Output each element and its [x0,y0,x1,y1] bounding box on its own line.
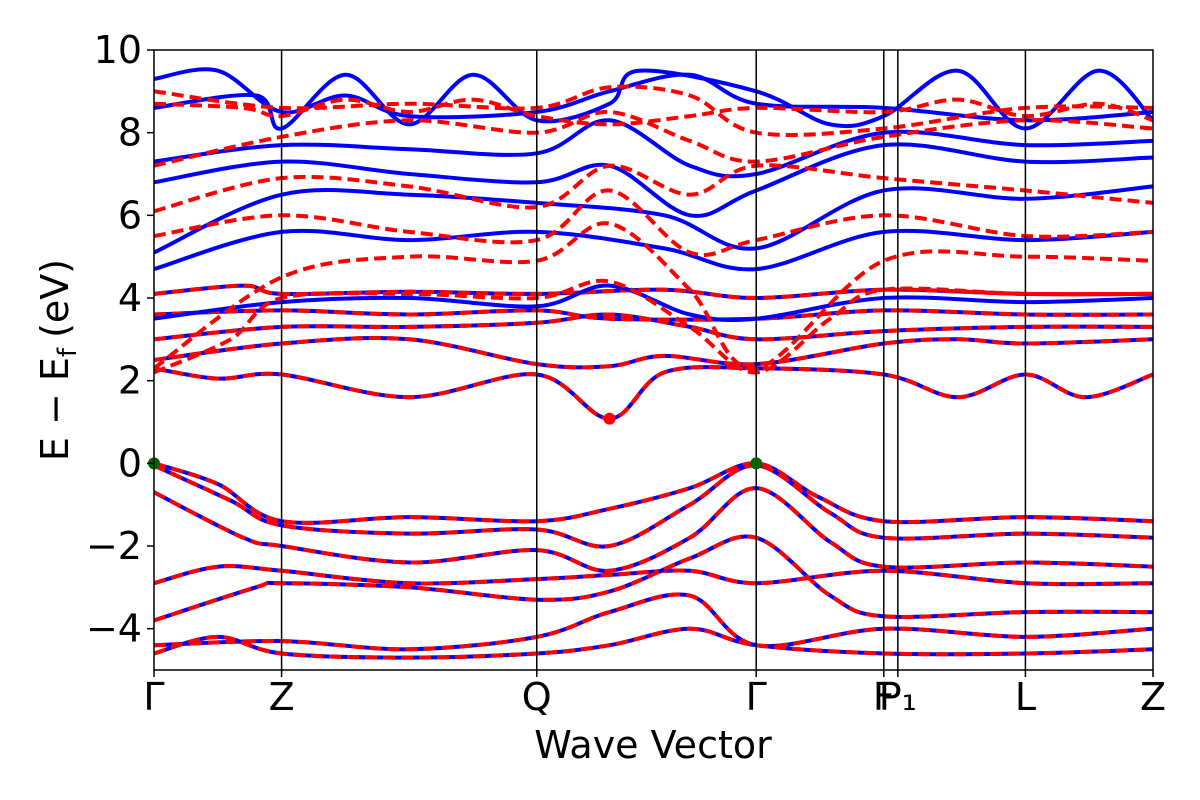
y-axis-title-subscript: f [53,347,83,357]
band-dn3 [154,163,1153,214]
x-tick-label: Z [1140,675,1166,719]
x-tick-label: Γ [143,675,164,719]
band-dn6 [154,84,1153,137]
band-cb1-spin-down [154,365,1153,421]
band-dn5 [154,97,1153,127]
band-cb1-spin-up [154,365,1153,421]
band-dn4 [154,109,1153,168]
band-up1 [154,228,1153,272]
y-tick-label: −4 [86,607,142,651]
band-vb1-spin-down [154,461,1153,525]
band-vb6-spin-down [154,592,1153,652]
y-tick-label: 10 [94,28,142,72]
band-dn2 [154,188,1153,257]
x-tick-label: F [873,675,895,719]
y-tick-label: 8 [118,111,142,155]
band-vb1-spin-up [154,461,1153,525]
x-axis-title: Wave Vector [534,723,772,767]
band-vb4-spin-down [154,564,1153,587]
vbm-marker-1 [750,457,763,470]
band-up3 [154,142,1153,218]
plot-frame [153,49,1154,671]
x-tick-label: Z [269,675,295,719]
extrema-markers [148,412,763,470]
band-up2 [154,184,1153,255]
band-up5 [154,68,1153,131]
band-vb5-spin-down [154,534,1153,623]
y-axis-title-unit: (eV) [33,259,77,338]
y-tick-label: 4 [118,276,142,320]
svg-text:E − Ef(eV): E − Ef (eV) [33,259,83,461]
band-cb2-spin-down [154,336,1153,370]
x-tick-label: Q [522,675,552,719]
band-up4 [154,118,1153,179]
x-axis-ticks: Γ Z Q Γ FP₁ L Z [143,670,1166,719]
y-axis-ticks: −4 −2 0 2 4 6 8 10 [86,28,154,651]
band-cb4-spin-down [154,308,1153,322]
y-axis-title-main: E − E [33,357,77,461]
band-up7 [154,283,1153,323]
cbm-marker-0 [603,412,616,425]
band-dn1 [154,221,1153,371]
band-vb3-spin-down [154,486,1153,573]
band-lines [154,67,1153,660]
y-axis-title: E − Ef (eV) [33,259,83,461]
x-tick-label: L [1015,675,1036,719]
y-tick-label: −2 [86,524,142,568]
x-tick-label: Γ [746,675,767,719]
y-tick-label: 2 [118,359,142,403]
y-tick-label: 6 [118,193,142,237]
x-tick-label: P₁ [879,675,917,719]
band-vb2-spin-down [154,463,1153,549]
high-symmetry-lines [280,50,1027,670]
y-tick-label: 0 [118,441,142,485]
